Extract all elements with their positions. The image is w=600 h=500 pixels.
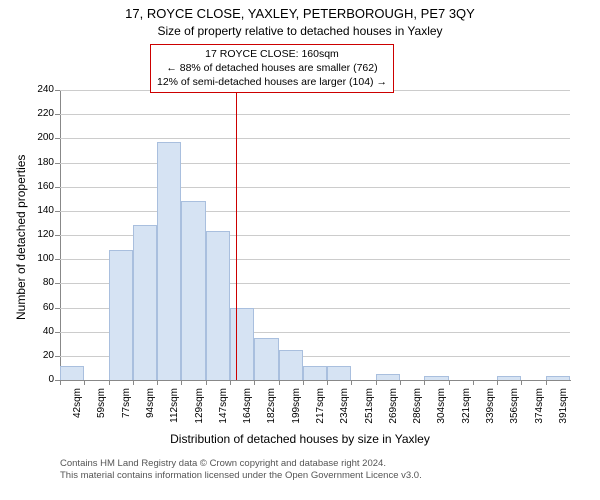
x-tick-label: 339sqm [485,388,496,428]
x-tick-label: 112sqm [169,388,180,428]
footer-line-2: This material contains information licen… [60,470,422,482]
footer-text: Contains HM Land Registry data © Crown c… [60,458,422,482]
histogram-bar [546,376,570,380]
y-tick-label: 120 [26,229,54,240]
y-tick [55,283,60,284]
y-tick-label: 20 [26,350,54,361]
x-tick-label: 391sqm [558,388,569,428]
y-tick [55,138,60,139]
grid-line [60,187,570,188]
y-tick-label: 240 [26,84,54,95]
x-tick-label: 304sqm [436,388,447,428]
x-tick-label: 182sqm [266,388,277,428]
x-tick-label: 234sqm [339,388,350,428]
histogram-bar [303,366,327,381]
x-tick [109,380,110,385]
y-tick-label: 200 [26,132,54,143]
callout-line-1: 17 ROYCE CLOSE: 160sqm [157,47,387,61]
x-tick-label: 374sqm [534,388,545,428]
x-tick [254,380,255,385]
callout-line-3: 12% of semi-detached houses are larger (… [157,75,387,89]
y-tick [55,163,60,164]
x-tick-label: 94sqm [145,388,156,428]
y-tick [55,308,60,309]
y-tick [55,235,60,236]
histogram-bar [133,225,157,380]
x-tick [230,380,231,385]
y-tick [55,356,60,357]
histogram-bar [60,366,84,381]
x-tick-label: 77sqm [121,388,132,428]
y-tick [55,90,60,91]
x-tick-label: 199sqm [291,388,302,428]
x-tick [424,380,425,385]
x-tick [206,380,207,385]
grid-line [60,114,570,115]
y-tick-label: 80 [26,277,54,288]
y-tick-label: 40 [26,326,54,337]
histogram-plot: 02040608010012014016018020022024042sqm59… [60,90,570,380]
y-tick-label: 60 [26,302,54,313]
x-tick [449,380,450,385]
histogram-bar [279,350,303,380]
histogram-bar [181,201,205,380]
x-tick-label: 356sqm [509,388,520,428]
x-tick [400,380,401,385]
x-tick-label: 164sqm [242,388,253,428]
chart-title-sub: Size of property relative to detached ho… [0,24,600,38]
x-tick [376,380,377,385]
x-tick [473,380,474,385]
y-tick-label: 160 [26,181,54,192]
x-tick [351,380,352,385]
x-tick [521,380,522,385]
histogram-bar [327,366,351,381]
x-axis-label: Distribution of detached houses by size … [0,432,600,446]
x-tick [546,380,547,385]
x-tick [133,380,134,385]
histogram-bar [424,376,448,380]
x-tick [327,380,328,385]
x-tick-label: 59sqm [96,388,107,428]
histogram-bar [497,376,521,380]
x-tick [303,380,304,385]
histogram-bar [376,374,400,380]
grid-line [60,211,570,212]
x-tick-label: 129sqm [194,388,205,428]
y-tick [55,114,60,115]
histogram-bar [254,338,278,380]
x-tick [60,380,61,385]
x-tick-label: 147sqm [218,388,229,428]
y-tick [55,211,60,212]
histogram-bar [157,142,181,380]
grid-line [60,138,570,139]
x-tick-label: 269sqm [388,388,399,428]
grid-line [60,163,570,164]
footer-line-1: Contains HM Land Registry data © Crown c… [60,458,422,470]
x-tick-label: 251sqm [364,388,375,428]
x-tick [497,380,498,385]
y-tick-label: 220 [26,108,54,119]
x-tick-label: 321sqm [461,388,472,428]
y-tick-label: 180 [26,157,54,168]
x-tick-label: 217sqm [315,388,326,428]
x-tick [181,380,182,385]
histogram-bar [206,231,230,380]
marker-line [236,88,237,380]
x-tick [157,380,158,385]
histogram-bar [230,308,254,381]
callout-line-2: ← 88% of detached houses are smaller (76… [157,61,387,75]
x-tick-label: 42sqm [72,388,83,428]
y-tick [55,332,60,333]
y-tick-label: 0 [26,374,54,385]
y-tick-label: 140 [26,205,54,216]
y-tick [55,259,60,260]
histogram-bar [109,250,133,381]
callout-box: 17 ROYCE CLOSE: 160sqm ← 88% of detached… [150,44,394,93]
x-tick [84,380,85,385]
x-tick-label: 286sqm [412,388,423,428]
y-tick [55,187,60,188]
x-tick [279,380,280,385]
chart-title-main: 17, ROYCE CLOSE, YAXLEY, PETERBOROUGH, P… [0,6,600,21]
y-tick-label: 100 [26,253,54,264]
